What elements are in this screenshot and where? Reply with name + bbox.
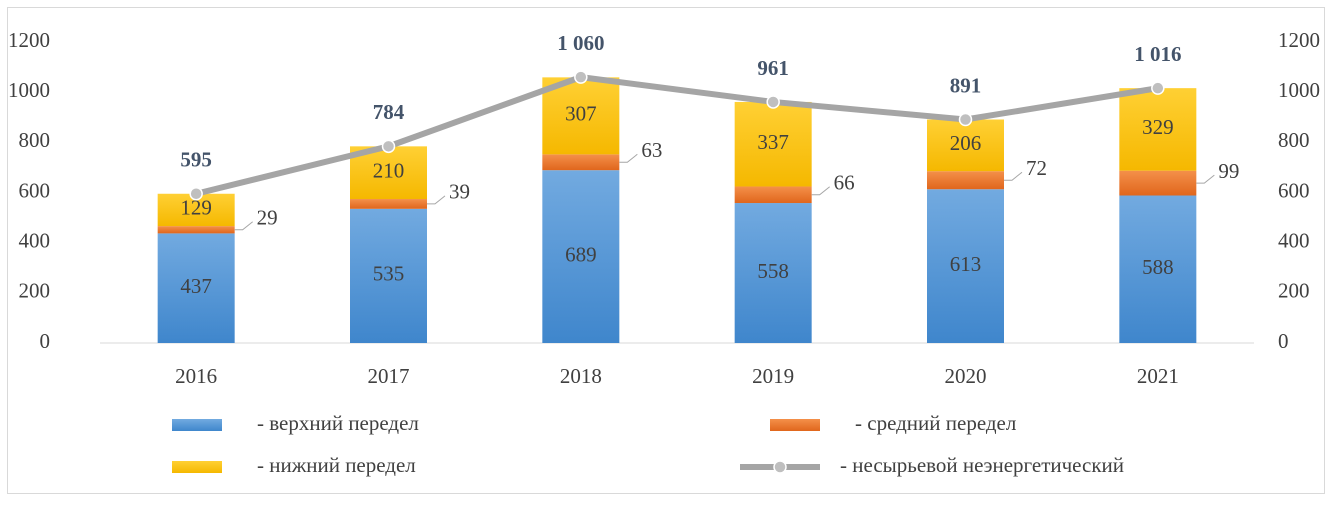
y-tick-label: 1000	[8, 78, 50, 102]
data-label: 337	[757, 130, 789, 154]
legend-label: - верхний передел	[257, 411, 419, 435]
line-label: 1 060	[557, 31, 604, 55]
leader-line	[1196, 174, 1215, 184]
data-label: 206	[950, 131, 982, 155]
bar-segment	[542, 77, 620, 155]
x-tick-label: 2016	[175, 364, 217, 388]
y2-tick-label: 1000	[1278, 78, 1320, 102]
y-tick-label: 0	[40, 329, 51, 353]
data-label: 99	[1218, 159, 1239, 183]
data-label: 689	[565, 242, 597, 266]
bar-segment	[1119, 195, 1197, 343]
y-tick-label: 800	[19, 128, 51, 152]
leader-line	[811, 186, 830, 196]
line-point	[574, 70, 588, 84]
bar-segment	[734, 186, 812, 204]
bar-segment	[542, 154, 620, 171]
bar-segment	[927, 171, 1004, 190]
x-tick-label: 2020	[945, 364, 987, 388]
bar-segment	[927, 189, 1004, 343]
legend-label: - нижний передел	[257, 453, 416, 477]
bar-segment	[734, 203, 812, 343]
line-label: 961	[757, 56, 789, 80]
leader-line	[619, 153, 638, 163]
y-tick-label: 1200	[8, 28, 50, 52]
data-label: 307	[565, 102, 597, 126]
bar-segment	[1119, 88, 1197, 171]
data-label: 29	[257, 206, 278, 230]
bar-segment	[734, 101, 812, 187]
legend-swatch	[172, 419, 222, 431]
data-label: 63	[641, 138, 662, 162]
data-label: 558	[757, 259, 789, 283]
y2-tick-label: 0	[1278, 329, 1289, 353]
bar-segment	[350, 199, 427, 209]
x-tick-label: 2018	[560, 364, 602, 388]
y-tick-label: 600	[19, 178, 51, 202]
legend-swatch	[172, 461, 222, 473]
data-label: 329	[1142, 115, 1174, 139]
data-label: 437	[180, 274, 212, 298]
leader-line	[1004, 171, 1023, 181]
data-label: 39	[449, 180, 470, 204]
data-label: 210	[373, 158, 405, 182]
line-label: 1 016	[1134, 42, 1181, 66]
x-tick-label: 2021	[1137, 364, 1179, 388]
frame	[7, 7, 1325, 494]
y2-tick-label: 1200	[1278, 28, 1320, 52]
legend-swatch	[770, 419, 820, 431]
line-point	[766, 95, 780, 109]
line-point	[189, 187, 203, 201]
data-label: 588	[1142, 255, 1174, 279]
y2-tick-label: 600	[1278, 178, 1310, 202]
data-label: 66	[834, 171, 855, 195]
bar-segment	[350, 208, 427, 343]
line-point	[1151, 81, 1165, 95]
line-point	[381, 139, 396, 154]
y2-tick-label: 200	[1278, 279, 1310, 303]
leader-line	[427, 195, 446, 205]
data-label: 72	[1026, 156, 1047, 180]
y-tick-label: 400	[19, 228, 51, 252]
data-label: 535	[373, 262, 405, 286]
x-tick-label: 2017	[368, 364, 410, 388]
bar-segment	[927, 119, 1004, 172]
line-series	[195, 74, 1159, 197]
bar-segment	[157, 233, 235, 343]
line-label: 595	[180, 148, 212, 172]
legend-label: - несырьевой неэнергетический	[840, 453, 1124, 477]
line-label: 891	[950, 73, 982, 97]
leader-line	[234, 221, 253, 231]
data-label: 613	[950, 252, 982, 276]
legend-label: - средний передел	[855, 411, 1016, 435]
line-point	[958, 112, 973, 127]
legend-swatch-point	[773, 460, 787, 474]
line-label: 784	[373, 100, 405, 124]
y2-tick-label: 800	[1278, 128, 1310, 152]
y-tick-label: 200	[19, 279, 51, 303]
bar-segment	[157, 226, 235, 234]
y2-tick-label: 400	[1278, 228, 1310, 252]
bar-segment	[1119, 170, 1197, 196]
bar-segment	[542, 170, 620, 343]
x-tick-label: 2019	[752, 364, 794, 388]
